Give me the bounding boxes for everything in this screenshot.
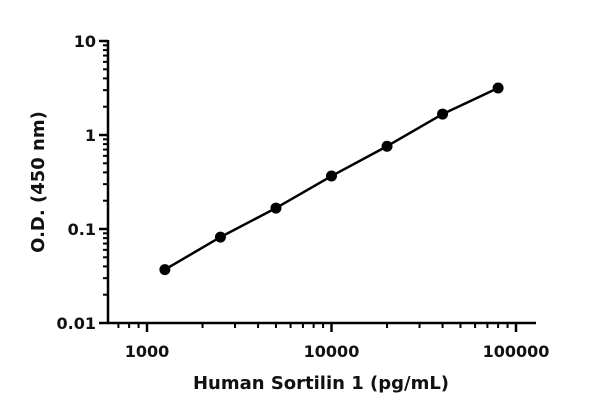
y-tick-label: 1 xyxy=(85,126,96,145)
x-tick-label: 100000 xyxy=(483,342,550,361)
y-tick-label: 10 xyxy=(74,32,96,51)
y-tick-label: 0.1 xyxy=(68,220,96,239)
y-tick-label: 0.01 xyxy=(57,314,96,333)
data-point-marker xyxy=(492,82,504,94)
x-axis-major-ticks xyxy=(145,323,518,332)
y-axis-major-ticks xyxy=(99,39,108,325)
data-point-marker xyxy=(326,170,337,182)
x-axis-tick-labels: 1000 10000 100000 xyxy=(125,342,550,361)
y-axis-tick-labels: 0.01 0.1 1 10 xyxy=(57,32,96,333)
data-point-marker xyxy=(381,140,393,152)
x-tick-label: 1000 xyxy=(125,342,170,361)
y-axis-title: O.D. (450 nm) xyxy=(28,111,49,253)
x-tick-label: 10000 xyxy=(304,342,360,361)
data-point-marker xyxy=(270,202,282,214)
data-point-marker xyxy=(437,108,449,120)
x-axis-title: Human Sortilin 1 (pg/mL) xyxy=(193,373,449,394)
data-point-marker xyxy=(214,231,226,243)
series-markers xyxy=(159,82,504,276)
data-point-marker xyxy=(159,264,171,276)
